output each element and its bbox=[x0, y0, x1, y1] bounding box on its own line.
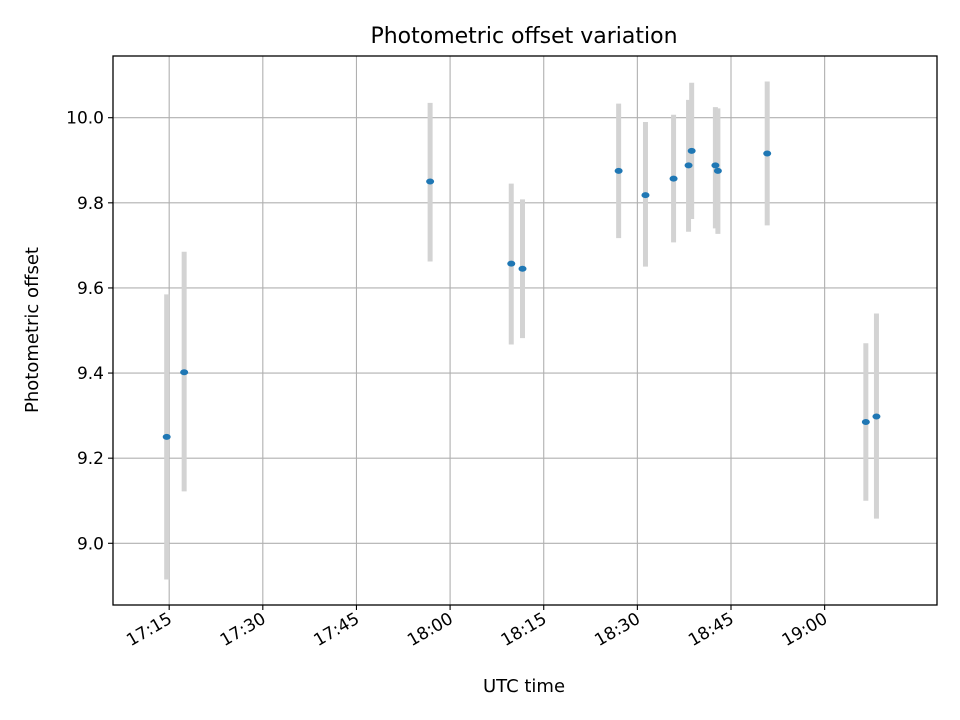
y-tick-label: 9.6 bbox=[77, 279, 104, 299]
data-point bbox=[426, 178, 435, 185]
plot-frame bbox=[112, 55, 938, 606]
y-axis-ticks: 9.0 9.2 9.4 9.6 9.8 10.0 bbox=[66, 109, 113, 554]
data-point bbox=[711, 162, 720, 169]
data-point bbox=[162, 433, 171, 440]
y-tick-label: 9.4 bbox=[77, 364, 104, 384]
data-point bbox=[614, 167, 623, 174]
chart-title: Photometric offset variation bbox=[370, 24, 677, 49]
data-point bbox=[713, 167, 722, 174]
data-point bbox=[861, 419, 870, 425]
data-point bbox=[687, 147, 696, 154]
data-point bbox=[518, 265, 527, 272]
data-point bbox=[507, 260, 516, 267]
y-tick-label: 10.0 bbox=[66, 109, 104, 129]
y-tick-label: 9.2 bbox=[77, 449, 104, 469]
data-point bbox=[641, 192, 650, 199]
data-point bbox=[763, 150, 772, 157]
data-point bbox=[872, 413, 881, 420]
y-axis-label: Photometric offset bbox=[22, 247, 43, 413]
y-tick-label: 9.8 bbox=[77, 194, 104, 214]
data-point bbox=[669, 175, 678, 182]
grid bbox=[113, 56, 937, 605]
x-axis-label: UTC time bbox=[483, 676, 565, 697]
data-point bbox=[684, 162, 693, 169]
data-points bbox=[162, 147, 881, 440]
y-tick-label: 9.0 bbox=[77, 534, 104, 554]
data-point bbox=[180, 369, 189, 376]
